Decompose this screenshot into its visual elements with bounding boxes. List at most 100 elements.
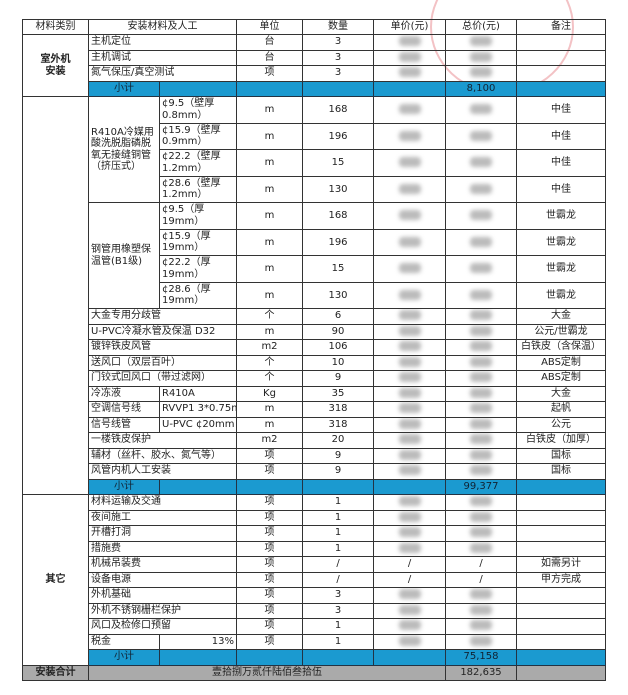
table-row: 机械吊装费项 / / / 如需另计 (23, 556, 606, 573)
table-row: 一楼铁皮保护 m2 20 白铁皮（加厚） (23, 432, 606, 449)
subtotal-blank (159, 649, 237, 666)
quantity: 318 (302, 416, 374, 433)
item-group: R410A冷媒用酸洗脱脂磷脱氧无接缝铜管（挤压式） (88, 96, 160, 203)
redacted-value (470, 542, 492, 553)
unit-price (373, 494, 446, 511)
table-row: 外机基础项 3 (23, 587, 606, 604)
table-row: 信号线管 U-PVC ¢20mm m 318 公元 (23, 416, 606, 433)
unit: 项 (236, 447, 303, 464)
unit: m (236, 281, 303, 309)
note: 白铁皮（加厚） (516, 432, 606, 449)
redacted-value (398, 157, 421, 167)
subtotal-label: 小计 (88, 649, 160, 666)
total-price: / (445, 556, 517, 573)
table-row: 措施费项 1 (23, 540, 606, 557)
note: 中佳 (516, 96, 606, 124)
note (516, 34, 606, 51)
redacted-value (470, 418, 492, 429)
quantity: 1 (302, 525, 374, 542)
table-row: 送风口（双层百叶）个 10 ABS定制 (23, 354, 606, 371)
unit: 项 (236, 587, 303, 604)
quantity: 90 (302, 323, 374, 340)
table-row: 钢管用橡塑保温管(B1级) ¢9.5（厚19mm） m 168 世霸龙 (23, 202, 606, 309)
subtotal-value: 99,377 (445, 478, 517, 495)
unit: m (236, 416, 303, 433)
item-spec: ¢28.6（厚19mm） (159, 281, 237, 309)
unit-price (373, 463, 446, 480)
quantity: 318 (302, 401, 374, 418)
table-row: 冷冻液 R410A Kg 35 大金 (23, 385, 606, 402)
item-name: 外机不锈钢栅栏保护 (88, 602, 237, 619)
unit: 个 (236, 370, 303, 387)
quantity: 130 (302, 175, 374, 203)
quantity: 15 (302, 149, 374, 177)
quantity: 1 (302, 509, 374, 526)
item-name: 外机基础 (88, 587, 237, 604)
table-row: ¢22.2（壁厚1.2mm） m 15 中佳 (23, 149, 606, 177)
subtotal-blank (516, 649, 606, 666)
unit-price (373, 416, 446, 433)
subtotal-blank (302, 80, 374, 97)
total-price (445, 525, 517, 542)
unit-price (373, 401, 446, 418)
header-note: 备注 (516, 19, 606, 35)
unit: m (236, 175, 303, 203)
total-price (445, 618, 517, 635)
subtotal-row: 小计 8,100 (23, 80, 606, 97)
note: 白铁皮（含保温） (516, 339, 606, 356)
unit: 项 (236, 618, 303, 635)
table-row: ¢28.6（厚19mm） m 130 世霸龙 (23, 281, 606, 309)
quantity: 3 (302, 34, 374, 51)
item-name: 税金 (88, 633, 160, 650)
redacted-value (470, 527, 492, 538)
quotation-table: 材料类别 安装材料及人工 单位 数量 单价(元) 总价(元) 备注 室外机 安装 主机定位台 3 主机… (22, 19, 606, 681)
redacted-value (398, 372, 421, 383)
table-row: 氮气保压/真空测试项 3 (23, 65, 606, 82)
quantity: 1 (302, 618, 374, 635)
unit-price (373, 202, 446, 230)
subtotal-blank (302, 478, 374, 495)
note (516, 49, 606, 66)
unit: m (236, 149, 303, 177)
unit-price (373, 633, 446, 650)
redacted-value (398, 236, 421, 247)
redacted-value (398, 465, 421, 476)
redacted-value (470, 36, 492, 47)
unit: 台 (236, 49, 303, 66)
quantity: 6 (302, 308, 374, 325)
unit: m (236, 122, 303, 150)
redacted-value (398, 263, 421, 273)
redacted-value (398, 210, 421, 220)
grand-total-value: 182,635 (445, 664, 517, 681)
quantity: 3 (302, 587, 374, 604)
total-price (445, 339, 517, 356)
table-row: 税金 13% 项 1 (23, 633, 606, 650)
total-price: / (445, 571, 517, 588)
note: 起帆 (516, 401, 606, 418)
category-cell: 其它 (22, 494, 89, 666)
total-price (445, 323, 517, 340)
note: 甲方完成 (516, 571, 606, 588)
unit: m (236, 228, 303, 256)
unit-price (373, 96, 446, 124)
note: 中佳 (516, 122, 606, 150)
table-row: 风口及检修口预留项 1 (23, 618, 606, 635)
subtotal-label: 小计 (88, 80, 160, 97)
redacted-value (398, 635, 421, 646)
total-price (445, 281, 517, 309)
redacted-value (470, 130, 492, 141)
table-row: ¢15.9（壁厚0.9mm） m 196 中佳 (23, 122, 606, 150)
unit-price (373, 370, 446, 387)
quantity: 106 (302, 339, 374, 356)
unit-price (373, 385, 446, 402)
subtotal-blank (516, 80, 606, 97)
table-row: 门铰式回风口（带过滤网）个 9 ABS定制 (23, 370, 606, 387)
table-row: 风管内机人工安装项 9 国标 (23, 463, 606, 480)
subtotal-blank (236, 80, 303, 97)
item-spec: R410A (159, 385, 237, 402)
redacted-value (470, 434, 492, 445)
table-row: 镀锌铁皮风管 m2 106 白铁皮（含保温） (23, 339, 606, 356)
redacted-value (470, 341, 492, 352)
redacted-value (398, 589, 421, 600)
redacted-value (398, 67, 421, 78)
